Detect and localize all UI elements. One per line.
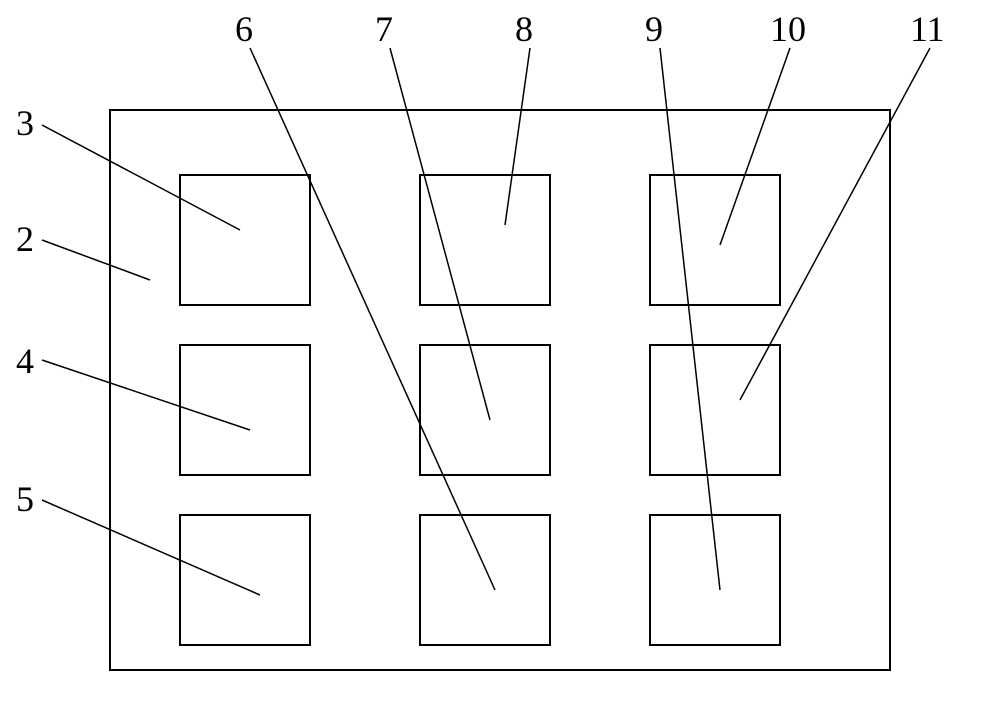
- callout-label: 2: [16, 218, 34, 260]
- grid-square: [420, 345, 550, 475]
- leader-line: [740, 48, 930, 400]
- leader-line: [660, 48, 720, 590]
- grid-square: [420, 175, 550, 305]
- callout-label: 5: [16, 478, 34, 520]
- grid-square: [420, 515, 550, 645]
- grid-square: [650, 515, 780, 645]
- leader-line: [42, 360, 250, 430]
- leader-line: [42, 240, 150, 280]
- leader-line: [390, 48, 490, 420]
- leader-line: [42, 125, 240, 230]
- schematic-diagram: [0, 0, 1000, 706]
- callout-label: 10: [770, 8, 806, 50]
- grid-square: [180, 345, 310, 475]
- grid-square: [650, 345, 780, 475]
- grid-square: [650, 175, 780, 305]
- grid-square: [180, 175, 310, 305]
- diagram-svg: [0, 0, 1000, 706]
- leader-line: [505, 48, 530, 225]
- callout-label: 11: [910, 8, 945, 50]
- callout-label: 4: [16, 340, 34, 382]
- callout-label: 8: [515, 8, 533, 50]
- callout-label: 6: [235, 8, 253, 50]
- grid-square: [180, 515, 310, 645]
- callout-label: 3: [16, 102, 34, 144]
- outer-frame: [110, 110, 890, 670]
- callout-label: 9: [645, 8, 663, 50]
- leader-line: [250, 48, 495, 590]
- callout-label: 7: [375, 8, 393, 50]
